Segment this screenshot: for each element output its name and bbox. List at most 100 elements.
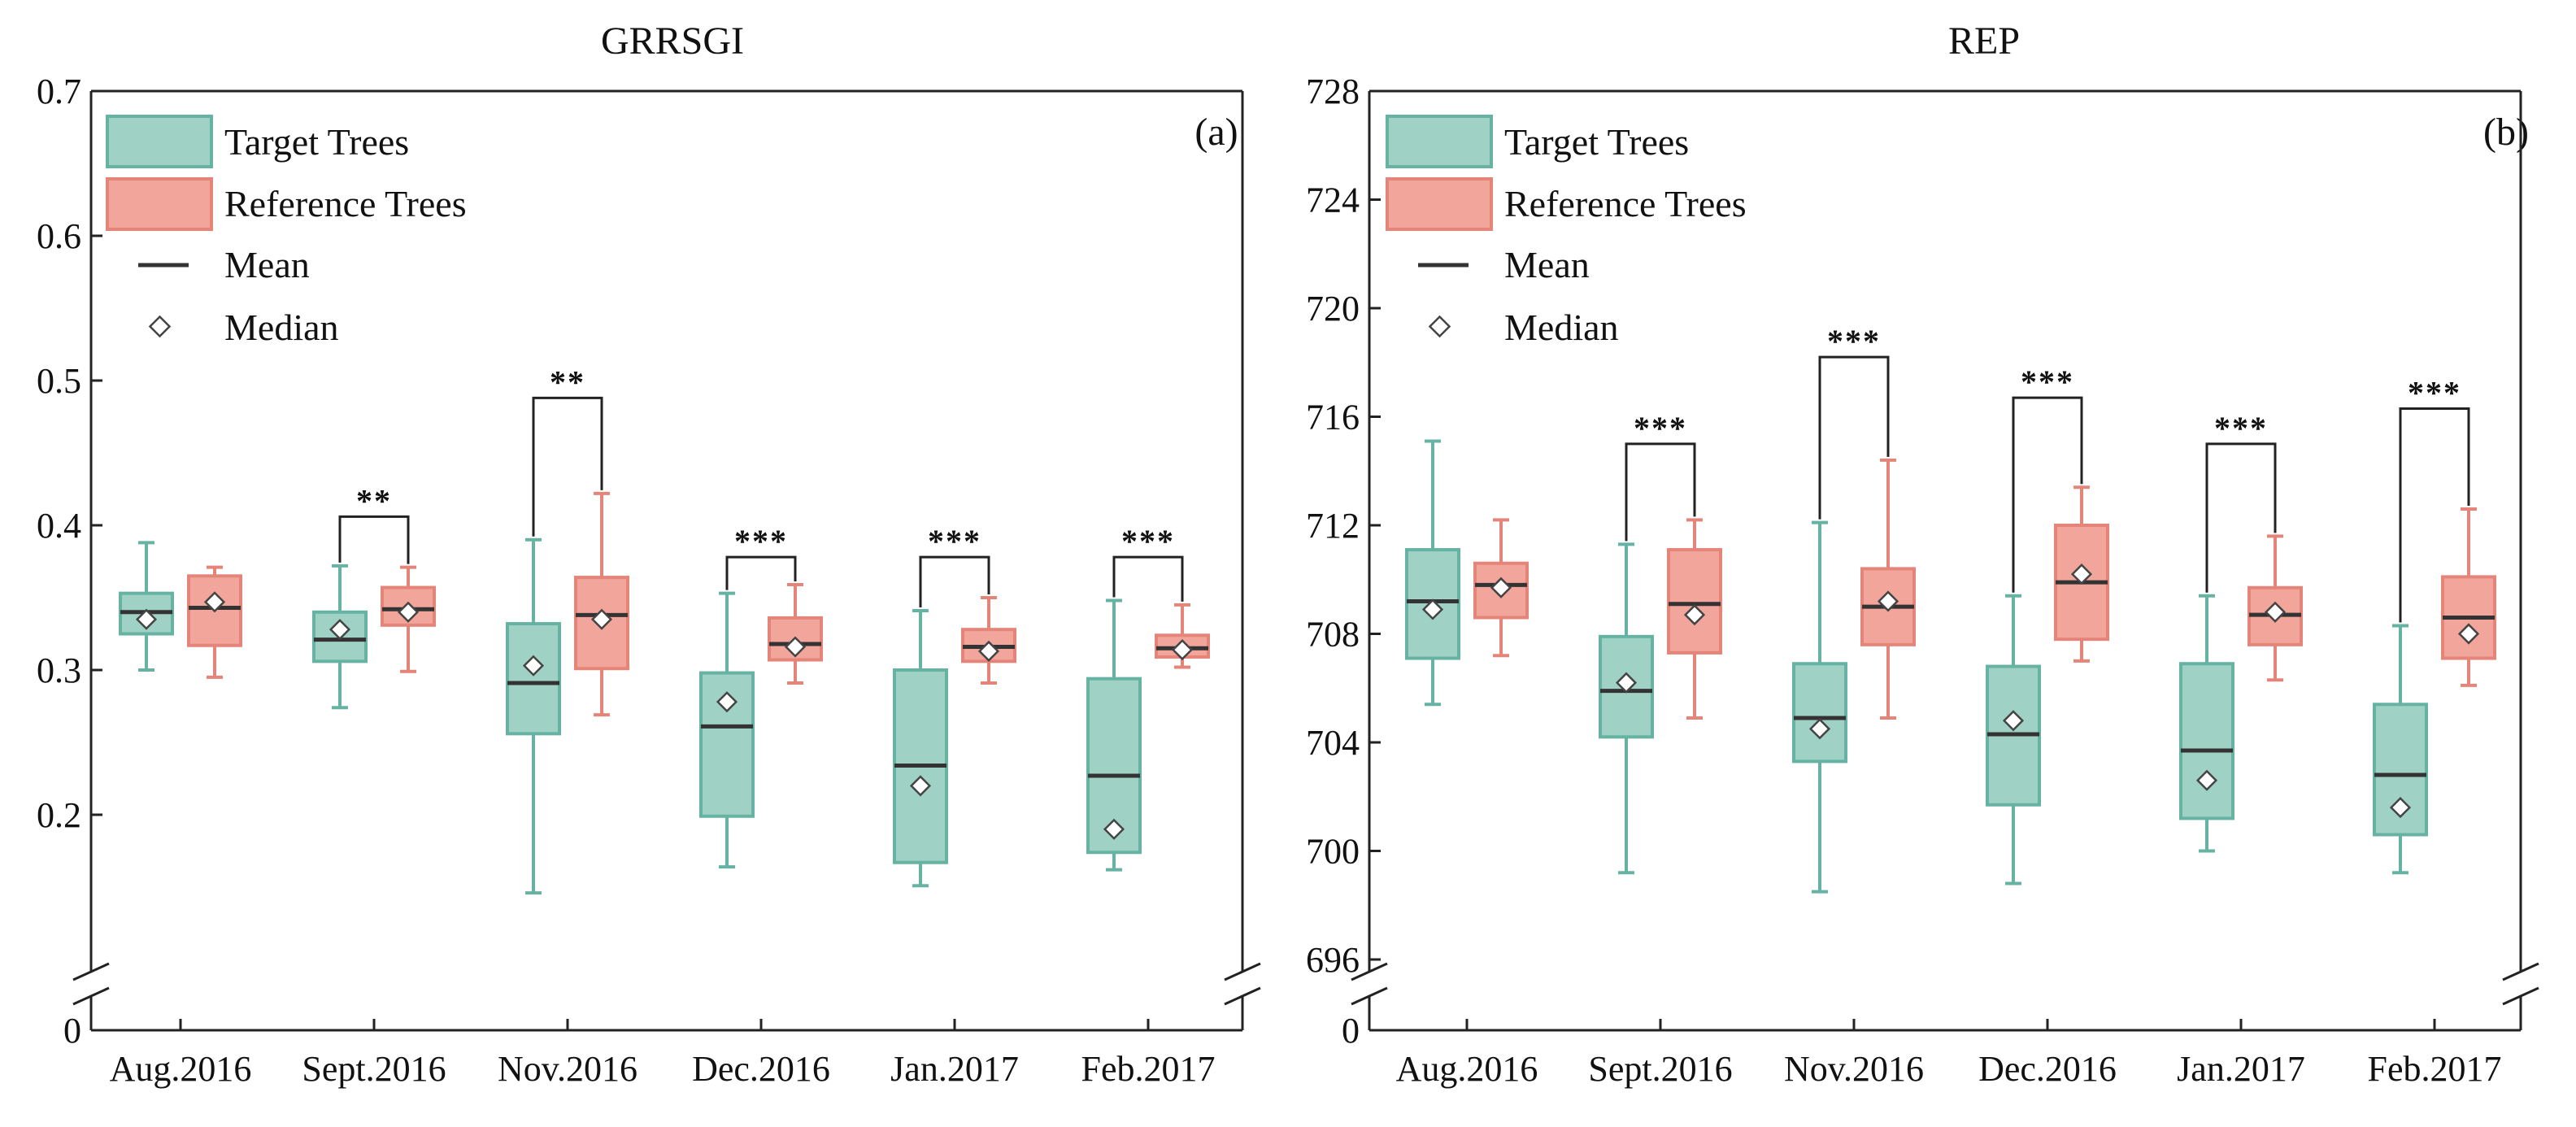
legend-mean-label: Mean bbox=[224, 244, 310, 285]
target-box-Nov.2016 bbox=[506, 537, 561, 895]
median-diamond bbox=[2070, 563, 2093, 585]
significance-bracket bbox=[532, 396, 603, 537]
y-tick-label: 724 bbox=[1306, 181, 1360, 220]
y-tick-label: 0.7 bbox=[37, 72, 81, 111]
x-tick-label: Sept.2016 bbox=[302, 1049, 446, 1089]
reference-box-Aug.2016 bbox=[1473, 518, 1529, 658]
reference-box-Sept.2016 bbox=[381, 565, 436, 673]
median-diamond bbox=[1421, 598, 1444, 620]
legend-median-label: Median bbox=[224, 307, 339, 348]
median-diamond bbox=[203, 591, 226, 613]
significance-bracket bbox=[2205, 442, 2277, 593]
median-diamond bbox=[135, 608, 158, 630]
significance-bracket bbox=[1625, 442, 1696, 542]
x-tick-label: Nov.2016 bbox=[1784, 1049, 1924, 1089]
x-tick-label: Aug.2016 bbox=[1396, 1049, 1538, 1089]
target-box-Dec.2016 bbox=[1986, 594, 2041, 886]
median-diamond bbox=[397, 601, 420, 623]
axis-break-mark bbox=[2502, 962, 2539, 981]
significance-label: *** bbox=[1827, 323, 1881, 359]
significance-label: *** bbox=[928, 523, 981, 559]
median-diamond bbox=[2195, 769, 2218, 791]
reference-box-Dec.2016 bbox=[768, 582, 823, 685]
significance-bracket bbox=[1112, 555, 1184, 602]
axis-break-mark bbox=[1224, 986, 1261, 1006]
box-iqr bbox=[2373, 703, 2428, 837]
significance-Sept.2016: ** bbox=[338, 482, 410, 564]
median-diamond bbox=[2002, 710, 2025, 732]
x-tick-label: Dec.2016 bbox=[1978, 1049, 2117, 1089]
significance-Jan.2017: *** bbox=[919, 523, 990, 608]
axis-break-mark bbox=[1224, 962, 1261, 981]
y-tick-label: 712 bbox=[1306, 506, 1360, 546]
axis-break-mark bbox=[72, 962, 110, 981]
reference-box-Sept.2016 bbox=[1667, 518, 1722, 720]
legend-target-label: Target Trees bbox=[1504, 121, 1689, 163]
reference-box-Aug.2016 bbox=[187, 565, 242, 679]
plot-area-b: 0 696 700 704 708 712 716 720 724 728 Aug.2016 Sept… bbox=[1306, 72, 2539, 1089]
box-iqr bbox=[2179, 662, 2234, 820]
reference-box-Jan.2017 bbox=[961, 596, 1016, 685]
axis-break-mark bbox=[1351, 986, 1388, 1006]
median-diamond bbox=[784, 636, 807, 658]
significance-label: *** bbox=[1121, 523, 1175, 559]
panel-b: REP (b) Target Trees Reference Trees Mea… bbox=[1306, 20, 2539, 1089]
target-box-Nov.2016 bbox=[1792, 520, 1847, 894]
median-diamond bbox=[716, 691, 738, 713]
x-tick-label: Aug.2016 bbox=[110, 1049, 252, 1089]
significance-bracket bbox=[1818, 355, 1890, 520]
significance-Nov.2016: *** bbox=[1818, 323, 1890, 520]
y-tick-label: 704 bbox=[1306, 723, 1360, 763]
y-tick-label: 728 bbox=[1306, 72, 1360, 111]
axis-break-mark bbox=[1351, 962, 1388, 981]
significance-bracket bbox=[725, 555, 797, 590]
median-diamond bbox=[1490, 577, 1512, 598]
y-tick-label: 716 bbox=[1306, 398, 1360, 437]
x-tick-label: Dec.2016 bbox=[692, 1049, 830, 1089]
y-tick-label: 720 bbox=[1306, 289, 1360, 329]
y-tick-label: 0.6 bbox=[37, 216, 81, 256]
median-diamond bbox=[1808, 718, 1831, 740]
y-tick-label: 0 bbox=[1342, 1011, 1360, 1051]
significance-label: *** bbox=[1634, 410, 1687, 446]
significance-bracket bbox=[2012, 396, 2083, 593]
target-box-Aug.2016 bbox=[119, 541, 174, 672]
target-box-Sept.2016 bbox=[1599, 542, 1654, 875]
significance-label: *** bbox=[2214, 410, 2268, 446]
x-tick-label: Jan.2017 bbox=[2177, 1049, 2305, 1089]
significance-bracket bbox=[919, 555, 990, 608]
target-box-Jan.2017 bbox=[893, 609, 948, 888]
legend-median-diamond bbox=[148, 315, 172, 338]
target-box-Feb.2017 bbox=[1086, 598, 1142, 872]
x-tick-label: Feb.2017 bbox=[2368, 1049, 2502, 1089]
legend-target-label: Target Trees bbox=[224, 121, 409, 163]
significance-label: *** bbox=[2021, 363, 2074, 400]
median-diamond bbox=[590, 608, 613, 630]
legend-reference-label: Reference Trees bbox=[224, 183, 467, 224]
significance-Feb.2017: *** bbox=[1112, 523, 1184, 602]
y-tick-label: 0.2 bbox=[37, 795, 81, 835]
y-tick-label: 700 bbox=[1306, 832, 1360, 872]
median-diamond bbox=[1103, 818, 1125, 840]
plot-area-a: 0 0.2 0.3 0.4 0.5 0.6 0.7 Aug.2016 Sept.2016 Nov.… bbox=[37, 72, 1261, 1089]
median-diamond bbox=[1683, 604, 1706, 626]
panel-b-letter: (b) bbox=[2483, 111, 2529, 154]
significance-label: *** bbox=[2408, 374, 2461, 411]
median-diamond bbox=[1615, 672, 1638, 694]
box-iqr bbox=[1792, 662, 1847, 764]
median-diamond bbox=[1171, 638, 1194, 661]
y-tick-label: 0.3 bbox=[37, 651, 81, 690]
median-diamond bbox=[2389, 797, 2412, 819]
box-iqr bbox=[1667, 548, 1722, 655]
box-iqr bbox=[506, 622, 561, 736]
significance-label: *** bbox=[734, 523, 788, 559]
legend-median-diamond bbox=[1428, 315, 1451, 338]
median-diamond bbox=[2457, 623, 2480, 645]
reference-box-Feb.2017 bbox=[2441, 507, 2496, 687]
y-tick-label: 0 bbox=[63, 1011, 81, 1051]
x-tick-label: Nov.2016 bbox=[498, 1049, 637, 1089]
y-tick-label: 0.4 bbox=[37, 506, 81, 546]
significance-Jan.2017: *** bbox=[2205, 410, 2277, 593]
